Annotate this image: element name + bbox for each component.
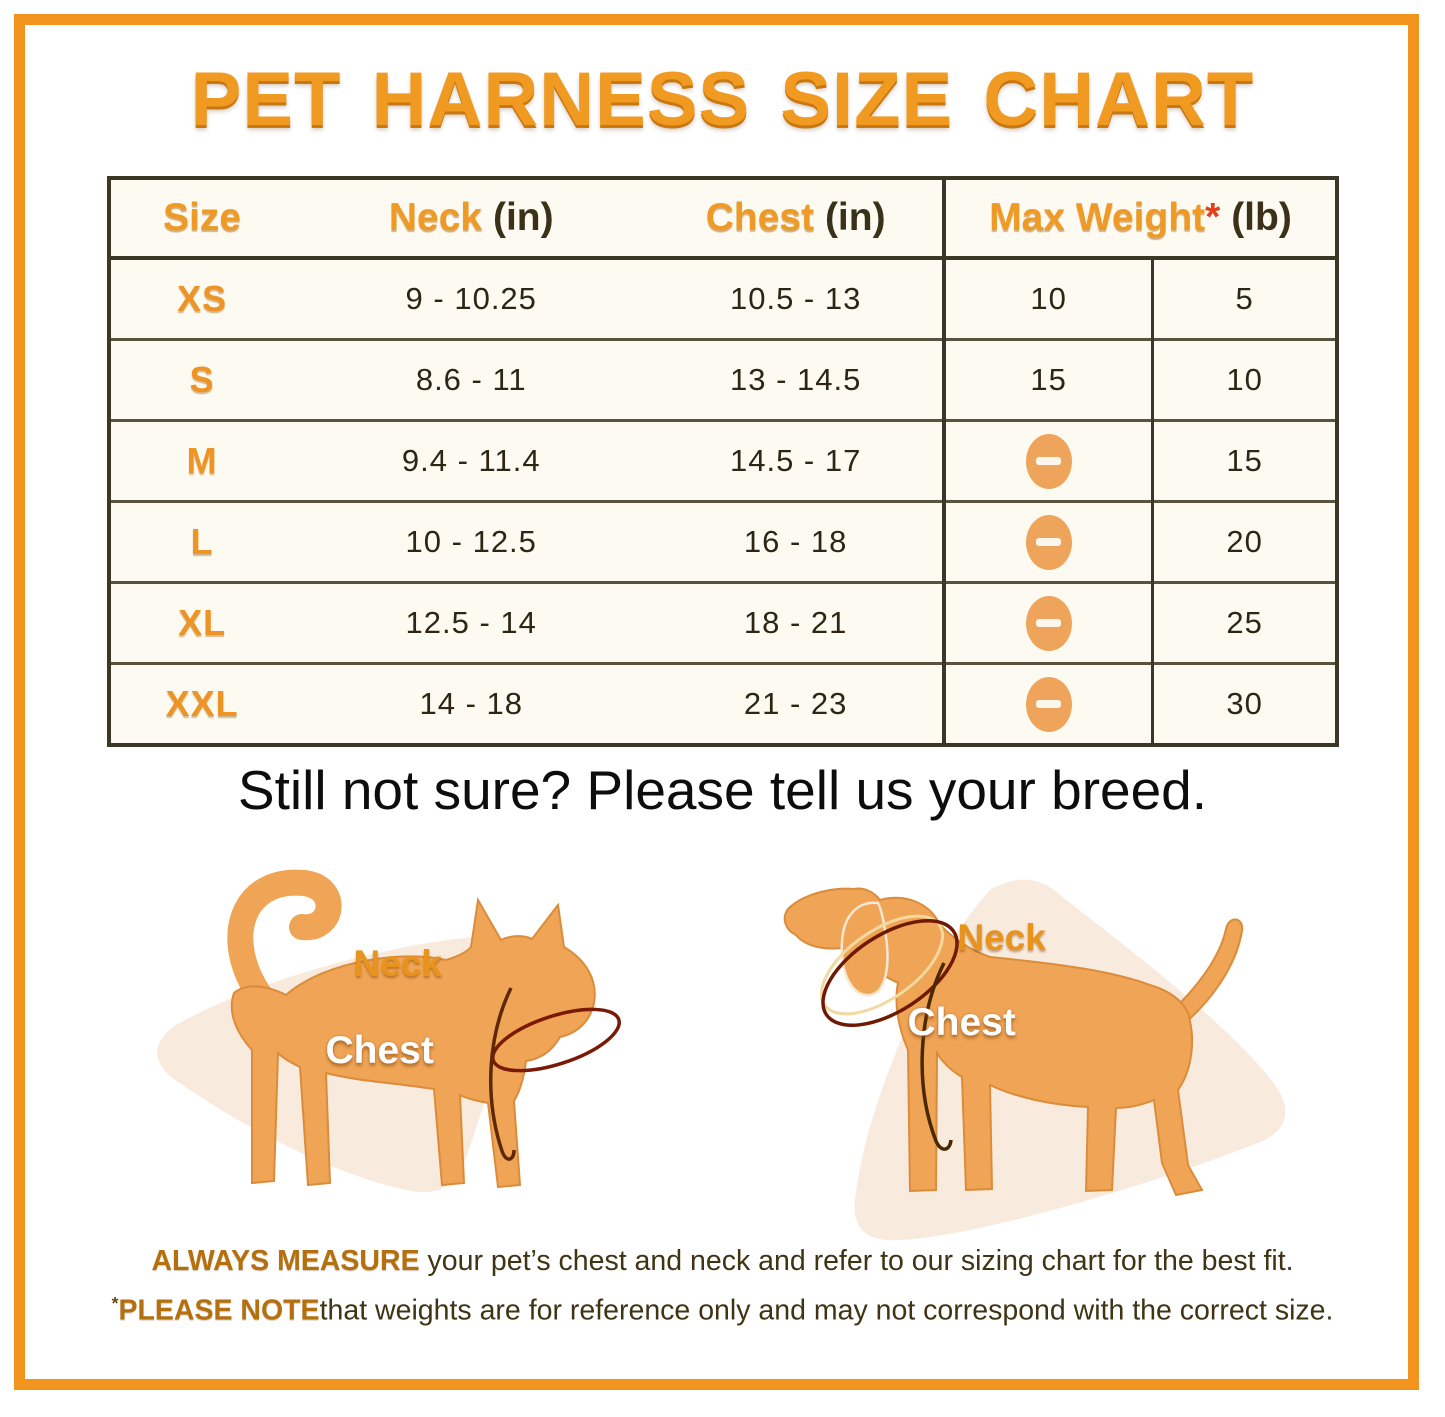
cat-measurement-diagram: Neck Chest — [116, 845, 676, 1235]
col-header-size: Size — [109, 178, 294, 260]
table-row: XL 12.5 - 14 18 - 21 25 — [109, 581, 1337, 664]
minus-icon-bar — [1036, 700, 1062, 708]
dog-chest-measure-line — [919, 962, 953, 1151]
dog-neck-measure-line — [820, 919, 959, 1027]
cat-tail — [226, 869, 342, 1010]
weight-disclaimer-note: *PLEASE NOTEthat weights are for referen… — [111, 1293, 1334, 1327]
chest-range-cell: 14.5 - 17 — [649, 419, 945, 502]
dog-tail — [1163, 918, 1243, 1029]
chest-range-cell: 16 - 18 — [649, 500, 945, 583]
chest-range-cell: 13 - 14.5 — [649, 338, 945, 421]
neck-range-cell: 8.6 - 11 — [293, 338, 650, 421]
neck-range-cell: 9.4 - 11.4 — [293, 419, 650, 502]
chest-range-cell: 10.5 - 13 — [729, 281, 862, 316]
footnote-asterisk: * — [1205, 196, 1221, 239]
chest-range-cell: 21 - 23 — [649, 662, 945, 745]
cat-illustration — [156, 869, 621, 1193]
table-row: S 8.6 - 11 13 - 14.5 15 10 — [109, 338, 1337, 421]
size-cell: L — [109, 500, 294, 583]
col-header-max-weight: Max Weight* (lb) — [942, 178, 1337, 260]
size-chart-table: Size Neck (in) Chest (in) Max Weight* (l… — [107, 176, 1339, 747]
cat-chest-measure-line — [488, 987, 516, 1161]
minus-icon — [1025, 433, 1072, 489]
table-row: XS 9 - 10.25 10.5 - 13 10 5 — [109, 258, 1337, 340]
max-weight-a-cell: 10 — [942, 258, 1153, 340]
chest-range-cell: 18 - 21 — [649, 581, 945, 664]
table-header-row: Size Neck (in) Chest (in) Max Weight* (l… — [109, 178, 1337, 260]
page-title: PET HARNESS SIZE CHART — [190, 57, 1255, 142]
max-weight-a-cell: 15 — [942, 338, 1153, 421]
max-weight-a-cell — [942, 500, 1153, 583]
table-row: XXL 14 - 18 21 - 23 30 — [109, 662, 1337, 745]
cat-neck-label: Neck — [353, 943, 442, 984]
breed-question-text: Still not sure? Please tell us your bree… — [237, 759, 1208, 821]
measurement-diagrams: Neck Chest Neck Chest — [0, 845, 1445, 1245]
measure-note: ALWAYS MEASURE your pet’s chest and neck… — [151, 1245, 1294, 1277]
max-weight-b-cell: 5 — [1151, 258, 1337, 340]
size-cell: S — [109, 338, 294, 421]
max-weight-b-cell: 30 — [1151, 662, 1337, 745]
dog-body — [783, 887, 1204, 1197]
dog-ear — [840, 901, 889, 997]
minus-icon-bar — [1036, 457, 1062, 465]
neck-range-cell: 9 - 10.25 — [405, 281, 537, 316]
cat-chest-label: Chest — [325, 1029, 434, 1072]
max-weight-a-cell — [942, 662, 1153, 745]
minus-icon-bar — [1036, 619, 1062, 627]
max-weight-b-cell: 20 — [1151, 500, 1337, 583]
minus-icon — [1025, 676, 1072, 732]
max-weight-b-cell: 25 — [1151, 581, 1337, 664]
footer-notes: ALWAYS MEASURE your pet’s chest and neck… — [0, 1240, 1445, 1332]
col-header-chest: Chest (in) — [649, 178, 945, 260]
size-cell: XXL — [109, 662, 294, 745]
dog-measurement-diagram: Neck Chest — [730, 845, 1330, 1245]
dog-chest-label: Chest — [907, 1001, 1016, 1044]
size-table-body: XS 9 - 10.25 10.5 - 13 10 5 S 8.6 - 11 13 - 14.… — [109, 258, 1337, 745]
neck-range-cell: 12.5 - 14 — [293, 581, 650, 664]
max-weight-a-cell — [942, 419, 1153, 502]
size-cell: XS — [177, 278, 228, 319]
max-weight-a-cell — [942, 581, 1153, 664]
table-row: M 9.4 - 11.4 14.5 - 17 15 — [109, 419, 1337, 502]
minus-icon-bar — [1036, 538, 1062, 546]
size-cell: XL — [109, 581, 294, 664]
size-cell: M — [109, 419, 294, 502]
neck-range-cell: 10 - 12.5 — [293, 500, 650, 583]
dog-illustration — [783, 879, 1285, 1241]
col-header-neck: Neck (in) — [293, 178, 650, 260]
table-row: L 10 - 12.5 16 - 18 20 — [109, 500, 1337, 583]
neck-range-cell: 14 - 18 — [293, 662, 650, 745]
minus-icon — [1025, 595, 1072, 651]
minus-icon — [1025, 514, 1072, 570]
max-weight-b-cell: 15 — [1151, 419, 1337, 502]
max-weight-b-cell: 10 — [1151, 338, 1337, 421]
dog-neck-label: Neck — [957, 917, 1046, 958]
